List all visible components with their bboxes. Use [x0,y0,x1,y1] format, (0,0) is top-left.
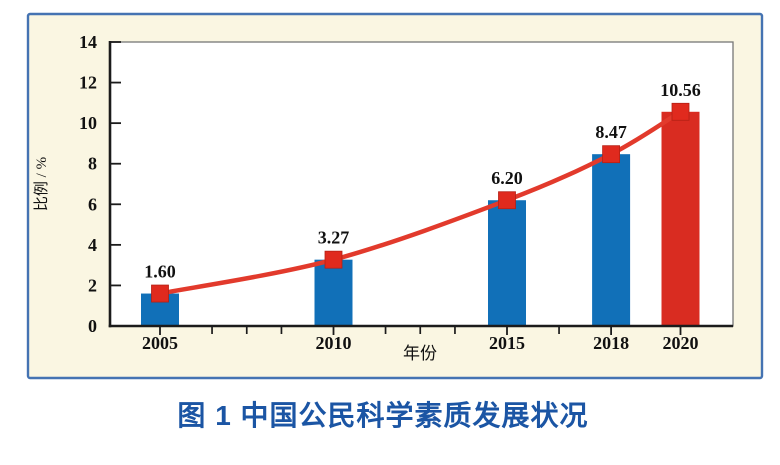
y-tick-label: 12 [79,73,97,93]
y-tick-label: 4 [88,235,97,255]
y-axis-title: 比例 / % [33,157,50,211]
y-tick-label: 10 [79,113,97,133]
value-label: 3.27 [318,228,350,248]
y-tick-label: 6 [88,194,97,214]
science-literacy-chart: 0 2 4 6 8 10 12 14 2005 2010 2015 2018 2020 1.60 3.27 6… [26,12,764,380]
data-marker [602,145,620,164]
y-tick-label: 14 [79,32,97,52]
y-tick-label: 0 [88,316,97,336]
bar-2015 [488,200,526,326]
plot-area [109,41,734,327]
data-marker [324,250,343,269]
bar-2010 [314,259,353,326]
data-marker [151,284,169,303]
data-marker [498,191,516,210]
value-label: 1.60 [144,262,176,282]
x-tick-label: 2015 [489,333,525,353]
x-tick-label: 2010 [316,333,352,353]
x-tick-label: 2018 [593,333,629,353]
data-marker [671,102,690,121]
x-tick-label: 2020 [663,333,699,353]
bar-2020 [661,111,700,326]
bar-2018 [592,154,631,326]
x-tick-label: 2005 [142,333,178,353]
y-tick-label: 8 [88,154,97,174]
value-label: 8.47 [595,122,627,142]
value-label: 10.56 [660,80,701,100]
x-axis-title: 年份 [403,344,437,363]
figure-caption: 图 1 中国公民科学素质发展状况 [177,400,589,431]
trend-line [157,109,683,296]
value-label: 6.20 [491,168,523,188]
y-tick-label: 2 [88,275,97,295]
